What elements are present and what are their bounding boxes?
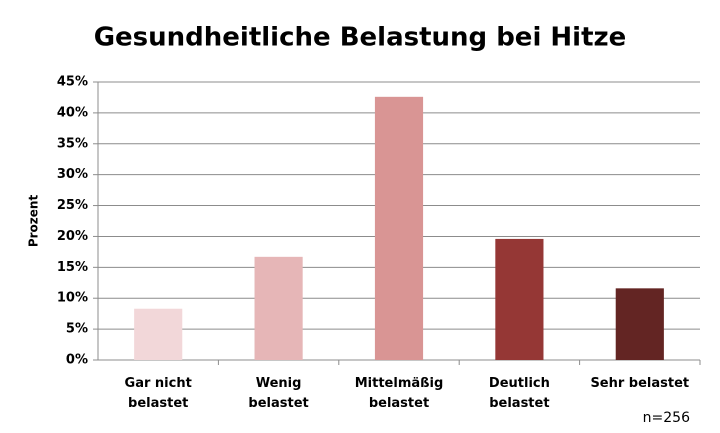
bar bbox=[495, 238, 544, 360]
y-axis-label: Prozent bbox=[27, 195, 41, 248]
x-tick-label: Deutlich belastet bbox=[488, 376, 550, 411]
x-tick-label: Wenig belastet bbox=[248, 376, 309, 411]
y-tick-label: 25% bbox=[57, 198, 88, 213]
bar bbox=[615, 288, 664, 360]
y-tick-label: 5% bbox=[66, 322, 88, 337]
y-tick-label: 35% bbox=[57, 136, 88, 151]
bar bbox=[254, 256, 303, 360]
y-tick-label: 40% bbox=[57, 105, 88, 120]
chart-title: Gesundheitliche Belastung bei Hitze bbox=[94, 23, 627, 53]
y-tick-label: 20% bbox=[57, 229, 88, 244]
y-tick-label: 0% bbox=[66, 353, 88, 368]
annotation: n=256 bbox=[643, 410, 690, 426]
y-tick-label: 10% bbox=[57, 291, 88, 306]
y-tick-label: 15% bbox=[57, 260, 88, 275]
y-tick-label: 45% bbox=[57, 75, 88, 90]
y-tick-label: 30% bbox=[57, 167, 88, 182]
x-tick-label: Gar nicht belastet bbox=[124, 376, 192, 411]
x-tick-label: Sehr belastet bbox=[590, 376, 690, 391]
bar bbox=[374, 96, 424, 361]
bar bbox=[134, 308, 183, 360]
x-tick-label: Mittelmäßig belastet bbox=[354, 376, 444, 411]
